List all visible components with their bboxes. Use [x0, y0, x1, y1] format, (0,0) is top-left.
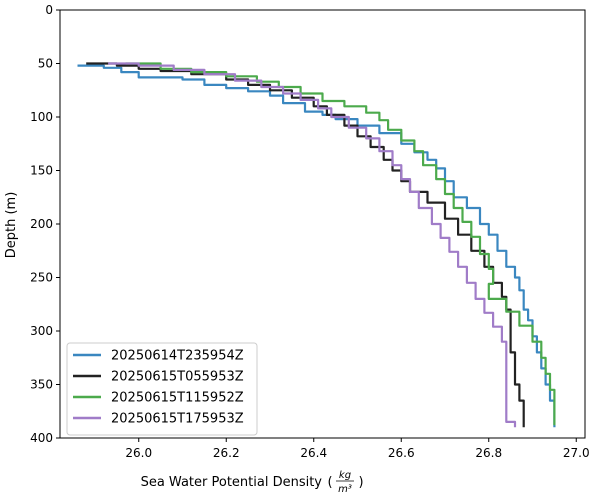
series-lines — [77, 62, 556, 428]
x-unit-denominator: m³ — [338, 484, 352, 495]
y-tick-label: 350 — [30, 378, 53, 392]
y-tick-label: 150 — [30, 164, 53, 178]
legend: 20250614T235954Z 20250615T055953Z 20250615… — [66, 342, 258, 436]
x-axis-ticks: 26.0 26.2 26.4 26.6 26.8 27.0 — [125, 438, 590, 460]
x-tick-label: 27.0 — [563, 446, 590, 460]
y-tick-label: 0 — [45, 3, 53, 17]
x-tick-label: 26.2 — [213, 446, 240, 460]
legend-label: 20250615T055953Z — [111, 370, 244, 385]
legend-box — [66, 342, 258, 436]
x-unit-close-paren: ) — [358, 475, 363, 490]
x-tick-label: 26.0 — [125, 446, 152, 460]
y-tick-label: 50 — [38, 57, 53, 71]
y-axis-label: Depth (m) — [4, 192, 19, 259]
y-tick-label: 200 — [30, 217, 53, 231]
legend-label: 20250615T175953Z — [111, 412, 244, 427]
x-tick-label: 26.6 — [388, 446, 415, 460]
y-tick-label: 100 — [30, 110, 53, 124]
x-tick-label: 26.8 — [475, 446, 502, 460]
x-axis-unit: ( kg m³ ) — [327, 470, 363, 495]
y-tick-label: 300 — [30, 324, 53, 338]
x-unit-numerator: kg — [339, 470, 351, 481]
legend-label: 20250615T115952Z — [111, 391, 244, 406]
y-tick-label: 250 — [30, 271, 53, 285]
series-line-4 — [108, 62, 517, 428]
x-unit-open-paren: ( — [327, 475, 332, 490]
x-axis-label: Sea Water Potential Density — [141, 475, 323, 490]
x-tick-label: 26.4 — [300, 446, 327, 460]
y-axis-ticks: 0 50 100 150 200 250 300 350 400 — [30, 3, 60, 445]
legend-label: 20250614T235954Z — [111, 349, 244, 364]
y-tick-label: 400 — [30, 431, 53, 445]
